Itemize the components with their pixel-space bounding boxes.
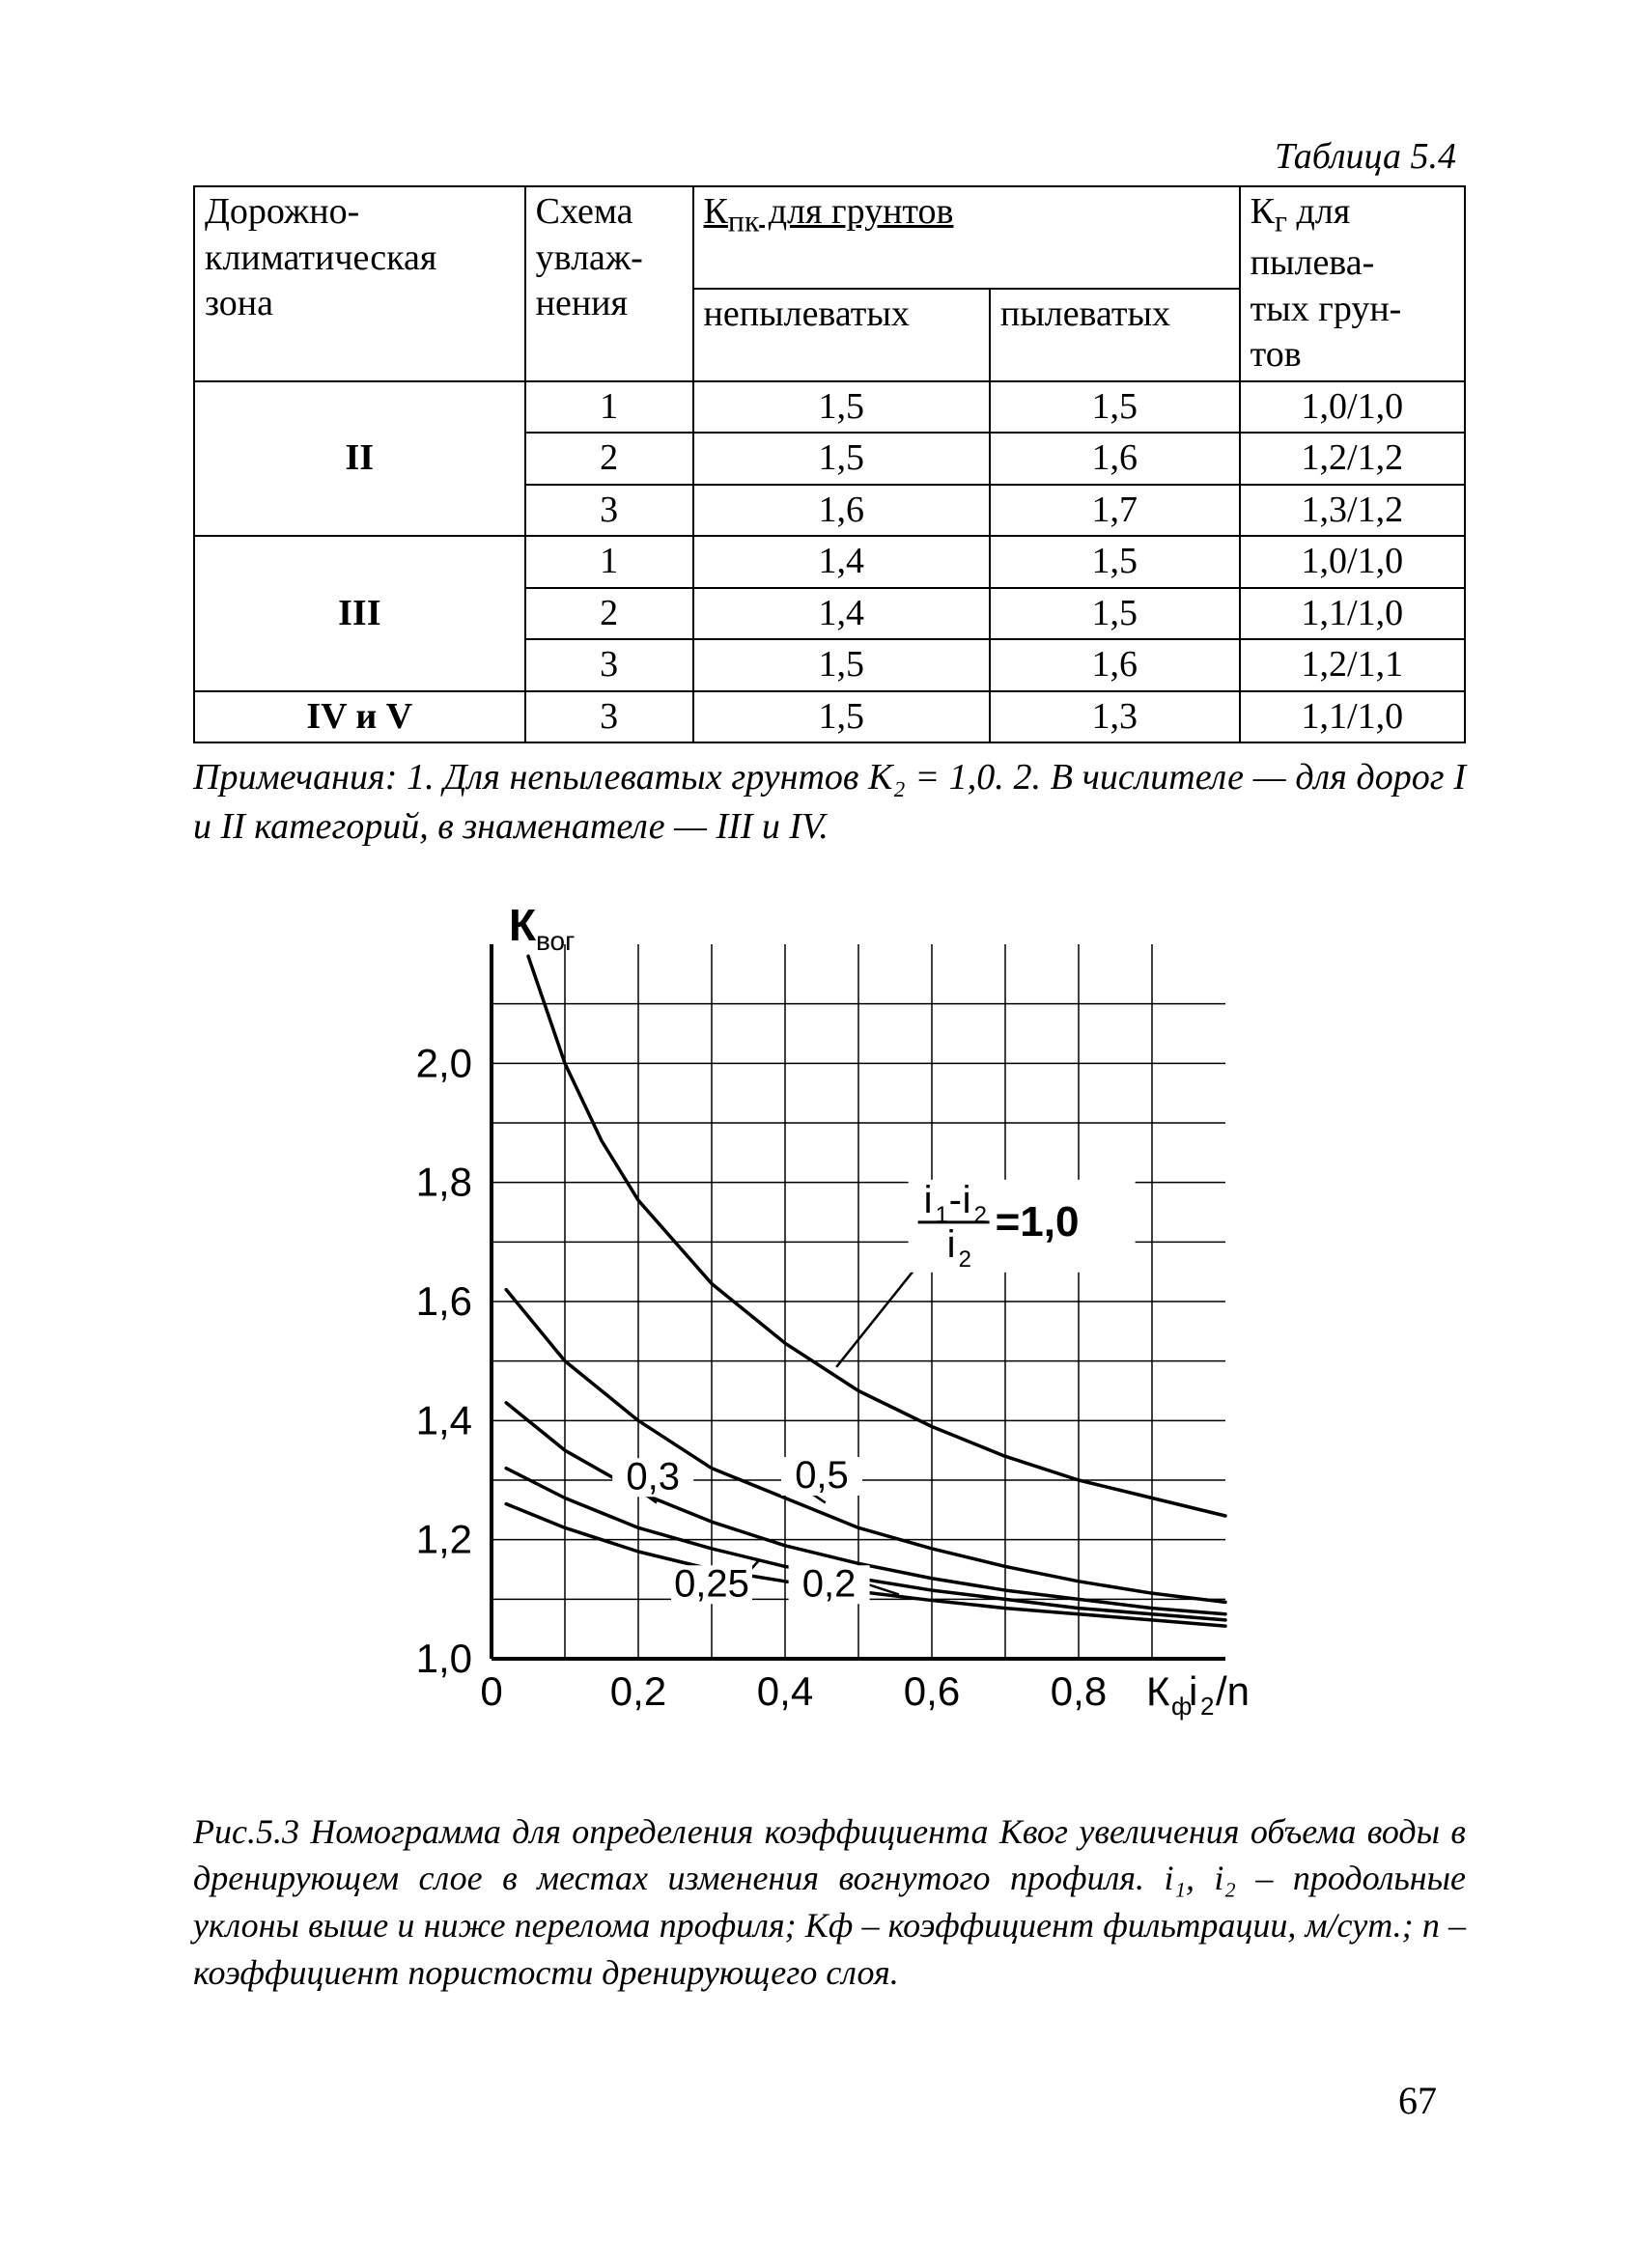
table-notes: Примечания: 1. Для непылеватых грунтов К…	[193, 753, 1466, 853]
svg-text:i: i	[963, 1179, 971, 1221]
td-zone: IV и V	[194, 691, 525, 743]
svg-text:0,6: 0,6	[904, 1668, 960, 1714]
td-kr: 1,1/1,0	[1240, 588, 1465, 640]
svg-text:i: i	[947, 1223, 956, 1266]
nomogram-chart: 1,01,21,41,61,82,000,20,40,60,8КвогКфi2/…	[356, 906, 1303, 1775]
chart-container: 1,01,21,41,61,82,000,20,40,60,8КвогКфi2/…	[193, 906, 1466, 1775]
td-zone: III	[194, 536, 525, 691]
td-p: 1,7	[990, 485, 1240, 537]
svg-text:i: i	[1189, 1668, 1197, 1714]
svg-text:1,4: 1,4	[416, 1397, 472, 1442]
svg-text:2: 2	[959, 1246, 971, 1273]
svg-text:1,2: 1,2	[416, 1516, 472, 1561]
td-np: 1,5	[693, 691, 990, 743]
th-kpk-p: пылеватых	[990, 289, 1240, 381]
table-head: Дорожно-климатическаязонаСхемаувлаж-нени…	[194, 186, 1465, 381]
svg-text:0,3: 0,3	[626, 1455, 680, 1498]
td-np: 1,5	[693, 381, 990, 434]
svg-text:i: i	[924, 1179, 933, 1221]
svg-text:1,0: 1,0	[416, 1636, 472, 1681]
svg-text:2,0: 2,0	[416, 1040, 472, 1085]
td-scheme: 1	[525, 381, 693, 434]
td-p: 1,6	[990, 433, 1240, 485]
svg-text:0,5: 0,5	[795, 1454, 849, 1497]
svg-text:2: 2	[974, 1202, 987, 1228]
td-scheme: 2	[525, 433, 693, 485]
td-zone: II	[194, 381, 525, 537]
svg-text:1,6: 1,6	[416, 1278, 472, 1324]
td-p: 1,5	[990, 536, 1240, 588]
td-scheme: 1	[525, 536, 693, 588]
svg-text:=1,0: =1,0	[996, 1198, 1080, 1246]
table-caption: Таблица 5.4	[193, 135, 1466, 178]
table-body: II11,51,51,0/1,021,51,61,2/1,231,61,71,3…	[194, 381, 1465, 743]
td-p: 1,5	[990, 381, 1240, 434]
th-kpk-np: непылеватых	[693, 289, 990, 381]
svg-text:0,4: 0,4	[757, 1668, 813, 1714]
svg-text:0,2: 0,2	[610, 1668, 666, 1714]
svg-text:К: К	[509, 906, 537, 950]
td-kr: 1,0/1,0	[1240, 536, 1465, 588]
td-scheme: 3	[525, 485, 693, 537]
td-kr: 1,3/1,2	[1240, 485, 1465, 537]
svg-text:0,2: 0,2	[802, 1562, 857, 1605]
td-np: 1,5	[693, 639, 990, 691]
td-np: 1,4	[693, 588, 990, 640]
svg-text:1,8: 1,8	[416, 1159, 472, 1204]
td-p: 1,5	[990, 588, 1240, 640]
svg-text:вог: вог	[536, 926, 575, 956]
th-kr: Кг дляпылева-тых грун-тов	[1240, 186, 1465, 381]
table-5-4: Дорожно-климатическаязонаСхемаувлаж-нени…	[193, 185, 1466, 743]
page: Таблица 5.4 Дорожно-климатическаязонаСхе…	[0, 0, 1630, 2268]
svg-text:К: К	[1146, 1668, 1170, 1714]
td-p: 1,3	[990, 691, 1240, 743]
svg-text:0,25: 0,25	[674, 1562, 749, 1605]
th-kpk-group: Кпк для грунтов	[693, 186, 1240, 289]
svg-text:0: 0	[480, 1668, 502, 1714]
svg-text:0,8: 0,8	[1051, 1668, 1107, 1714]
td-scheme: 3	[525, 639, 693, 691]
td-kr: 1,0/1,0	[1240, 381, 1465, 434]
svg-text:-: -	[949, 1179, 962, 1221]
td-scheme: 2	[525, 588, 693, 640]
td-np: 1,6	[693, 485, 990, 537]
th-zone: Дорожно-климатическаязона	[194, 186, 525, 381]
td-np: 1,5	[693, 433, 990, 485]
th-scheme: Схемаувлаж-нения	[525, 186, 693, 381]
td-scheme: 3	[525, 691, 693, 743]
td-kr: 1,2/1,2	[1240, 433, 1465, 485]
td-kr: 1,2/1,1	[1240, 639, 1465, 691]
page-number: 67	[1398, 2078, 1437, 2123]
td-kr: 1,1/1,0	[1240, 691, 1465, 743]
svg-text:/n: /n	[1216, 1668, 1250, 1714]
figure-caption: Рис.5.3 Номограмма для определения коэфф…	[193, 1808, 1466, 1996]
td-p: 1,6	[990, 639, 1240, 691]
td-np: 1,4	[693, 536, 990, 588]
svg-text:2: 2	[1200, 1692, 1214, 1721]
